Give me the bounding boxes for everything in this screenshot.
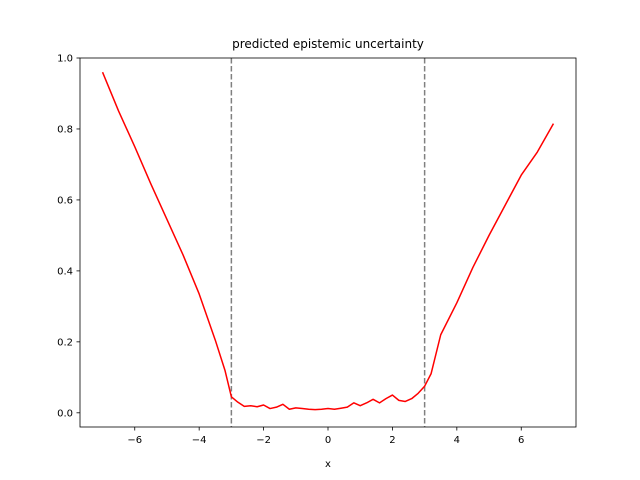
x-tick-label: 4 — [454, 435, 460, 446]
x-tick-label: 0 — [325, 435, 331, 446]
plot-area — [101, 58, 555, 427]
series-line-0 — [101, 71, 555, 411]
y-tick-label: 0.0 — [57, 408, 73, 419]
x-tick-label: −6 — [127, 435, 142, 446]
y-tick-label: 0.8 — [57, 124, 73, 135]
x-tick-label: 6 — [518, 435, 524, 446]
x-axis-label: x — [325, 459, 331, 470]
y-tick-label: 1.0 — [57, 54, 73, 65]
x-tick-label: −4 — [192, 435, 207, 446]
axis-ticks: −6 −4 −2 0 2 4 6 0.0 0.2 0.4 0.6 0.8 1.0 — [57, 54, 524, 447]
chart-title: predicted epistemic uncertainty — [232, 37, 424, 51]
y-tick-label: 0.2 — [57, 337, 73, 348]
y-tick-label: 0.4 — [57, 266, 73, 277]
x-tick-label: −2 — [256, 435, 271, 446]
y-tick-label: 0.6 — [57, 195, 73, 206]
x-tick-label: 2 — [389, 435, 395, 446]
